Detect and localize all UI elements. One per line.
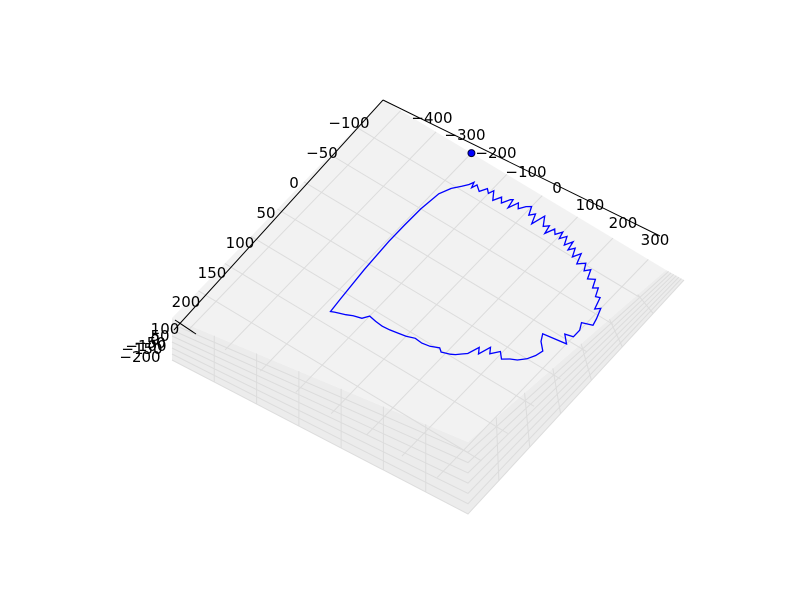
gridline-y	[198, 290, 482, 462]
gridline-z	[171, 275, 677, 484]
top-pane	[172, 100, 666, 442]
gridline-z	[171, 279, 685, 515]
y-tick-label: 150	[198, 264, 227, 282]
x-tick-label: −200	[475, 144, 516, 162]
y-tick-label: 50	[256, 204, 275, 222]
z-tick-label: 100	[151, 320, 180, 338]
gridline-z	[171, 276, 680, 495]
x-tick-label: 200	[609, 214, 638, 232]
gridline-z	[171, 278, 682, 505]
z-tick-label: −50	[134, 334, 166, 352]
side-gridline-right	[495, 417, 500, 481]
y-tick-label: −50	[306, 144, 338, 162]
y-tick-label: 200	[172, 293, 201, 311]
gridline-y	[250, 235, 535, 407]
x-tick-label: 300	[641, 231, 670, 249]
data-layer	[329, 149, 602, 361]
front-left-pane	[172, 318, 468, 514]
gridline-y	[224, 263, 509, 434]
axes-panes	[172, 100, 684, 514]
side-gridline-right	[580, 343, 592, 381]
axis-lines	[173, 99, 661, 331]
x-tick-label: −100	[505, 163, 546, 181]
z-tick-mark	[189, 329, 197, 335]
y-tick-label: 0	[289, 174, 299, 192]
gridlines	[171, 110, 685, 515]
z-tick-label: 0	[150, 331, 160, 349]
gridline-z	[171, 273, 675, 474]
y-tick-label: 100	[226, 234, 255, 252]
side-gridline-right	[637, 294, 654, 314]
y-axis-line	[173, 99, 384, 331]
gridline-y	[330, 154, 614, 325]
gridline-z	[171, 272, 672, 464]
y-tick-label: −100	[328, 114, 369, 132]
side-gridline-right	[552, 368, 562, 414]
z-tick-label: −200	[119, 348, 160, 366]
x-tick-label: 0	[552, 179, 562, 197]
front-right-pane	[468, 270, 684, 514]
x-axis-line	[382, 99, 661, 237]
gridline-z	[171, 271, 669, 453]
gridline-y	[277, 208, 561, 380]
gridline-y	[356, 126, 640, 298]
side-gridline-right	[524, 392, 531, 448]
z-tick-label: −100	[125, 337, 166, 355]
z-tick-label: −150	[121, 340, 162, 358]
x-tick-label: −300	[444, 126, 485, 144]
side-gridline-right	[608, 318, 623, 348]
gridline-y	[303, 181, 588, 353]
x-tick-label: 100	[576, 196, 605, 214]
series-line	[329, 181, 602, 361]
tick-labels: −400−300−200−1000100200300−100−500501001…	[119, 109, 669, 366]
z-tick-label: 50	[150, 327, 169, 345]
data-point-marker	[467, 149, 476, 158]
x-tick-label: −400	[411, 109, 452, 127]
